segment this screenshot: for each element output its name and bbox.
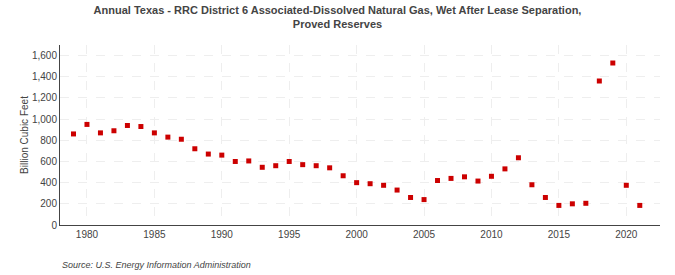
svg-text:Billion Cubic Feet: Billion Cubic Feet [19,96,30,174]
svg-text:1980: 1980 [76,229,99,240]
svg-text:200: 200 [40,198,57,209]
svg-text:2020: 2020 [615,229,638,240]
svg-text:800: 800 [40,135,57,146]
svg-text:1,400: 1,400 [32,71,57,82]
svg-text:2010: 2010 [480,229,503,240]
svg-text:1,000: 1,000 [32,114,57,125]
svg-text:1995: 1995 [278,229,301,240]
svg-text:600: 600 [40,156,57,167]
svg-text:0: 0 [51,220,57,231]
svg-text:400: 400 [40,177,57,188]
svg-text:1990: 1990 [211,229,234,240]
svg-text:2000: 2000 [346,229,369,240]
svg-text:Source: U.S. Energy Informatio: Source: U.S. Energy Information Administ… [62,260,251,270]
svg-text:2015: 2015 [548,229,571,240]
svg-text:1,600: 1,600 [32,50,57,61]
svg-text:2005: 2005 [413,229,436,240]
svg-text:1,200: 1,200 [32,92,57,103]
svg-text:Annual Texas - RRC District 6: Annual Texas - RRC District 6 Associated… [94,4,582,30]
svg-text:1985: 1985 [143,229,166,240]
